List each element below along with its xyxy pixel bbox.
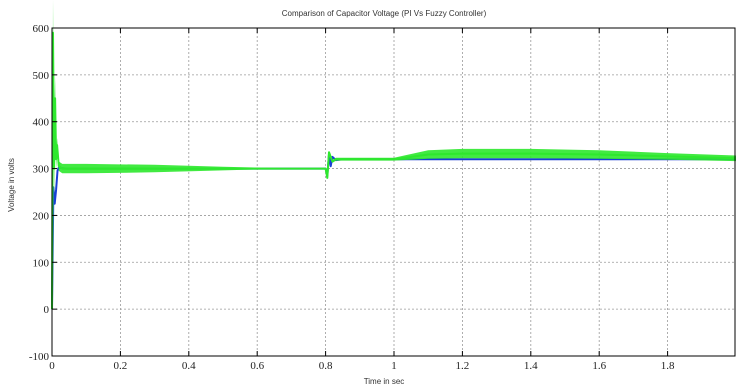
- y-tick-label: 600: [33, 23, 50, 35]
- series-layer: [51, 0, 736, 310]
- x-tick-label: 1.6: [592, 360, 606, 372]
- x-tick-label: 0.2: [114, 360, 128, 372]
- x-tick-label: 0.6: [250, 360, 264, 372]
- x-tick-label: 0: [49, 360, 55, 372]
- y-tick-label: 400: [33, 117, 50, 129]
- series-2-line: [51, 31, 736, 310]
- x-tick-label: 0.8: [319, 360, 333, 372]
- ticks: 0 0.2 0.4 0.6 0.8 1 1.2 1.4 1.6 1.8-1000100200300…: [29, 23, 675, 372]
- y-tick-label: 200: [33, 210, 50, 222]
- x-tick-label: 1.2: [456, 360, 470, 372]
- y-tick-label: 100: [33, 257, 50, 269]
- y-axis-title: Voltage in volts: [7, 158, 16, 212]
- y-tick-label: 0: [44, 304, 50, 316]
- plot-frame: [51, 27, 736, 357]
- x-axis-title: Time in sec: [364, 377, 405, 386]
- x-tick-label: 1: [391, 360, 397, 372]
- x-tick-label: 1.8: [661, 360, 675, 372]
- x-tick-label: 1.4: [524, 360, 538, 372]
- y-tick-label: -100: [29, 351, 50, 363]
- x-tick-label: 0.4: [182, 360, 196, 372]
- chart-title: Comparison of Capacitor Voltage (PI Vs F…: [282, 9, 487, 18]
- y-tick-label: 500: [33, 70, 50, 82]
- y-tick-label: 300: [33, 164, 50, 176]
- grid-lines: [51, 27, 736, 357]
